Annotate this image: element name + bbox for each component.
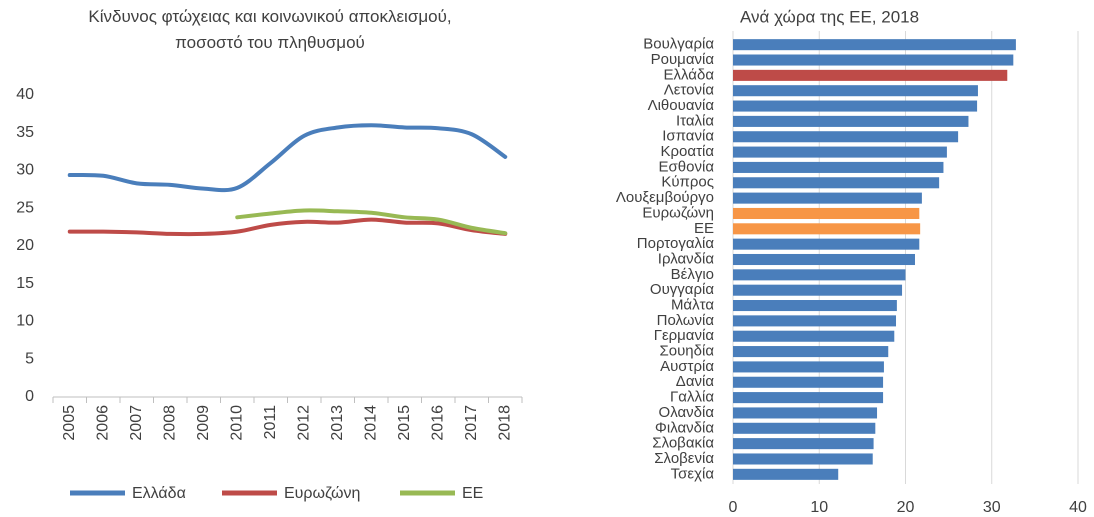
x-tick-label: 2015 bbox=[396, 405, 413, 441]
y-tick-label: Φιλανδία bbox=[655, 419, 714, 436]
bar bbox=[733, 207, 920, 219]
bar bbox=[733, 315, 897, 327]
y-tick-label: Γαλλία bbox=[670, 389, 714, 406]
y-tick-label: 20 bbox=[16, 237, 34, 254]
y-tick-label: Εσθονία bbox=[659, 158, 715, 175]
x-tick-label: 2017 bbox=[463, 405, 480, 441]
y-tick-label: 0 bbox=[25, 388, 34, 405]
y-tick-label: Μάλτα bbox=[671, 297, 714, 314]
bar bbox=[733, 177, 940, 189]
bar bbox=[733, 376, 884, 388]
y-tick-label: Σλοβακία bbox=[652, 435, 714, 452]
y-tick-label: Βουλγαρία bbox=[643, 36, 714, 53]
bar bbox=[733, 131, 959, 143]
bar bbox=[733, 100, 978, 112]
x-tick-label: 2012 bbox=[295, 405, 312, 441]
y-tick-label: Ιταλία bbox=[676, 112, 714, 129]
bar bbox=[733, 192, 922, 204]
bar bbox=[733, 39, 1016, 51]
y-tick-label: Γερμανία bbox=[654, 327, 715, 344]
legend-label: ΕΕ bbox=[462, 485, 483, 502]
bar bbox=[733, 269, 906, 281]
bar bbox=[733, 422, 876, 434]
y-tick-label: 5 bbox=[25, 350, 34, 367]
series-line bbox=[67, 217, 508, 237]
y-tick-label: 40 bbox=[16, 86, 34, 103]
y-tick-label: Ελλάδα bbox=[664, 66, 715, 83]
y-tick-label: 10 bbox=[16, 313, 34, 330]
legend-label: Ελλάδα bbox=[132, 485, 186, 502]
bar bbox=[733, 346, 889, 358]
x-tick-label: 40 bbox=[1069, 499, 1087, 516]
bar bbox=[733, 300, 897, 312]
chart-title: Κίνδυνος φτώχειας και κοινωνικού αποκλει… bbox=[88, 7, 452, 52]
bar bbox=[733, 69, 1008, 81]
y-tick-label: Λετονία bbox=[664, 82, 715, 99]
x-tick-label: 2005 bbox=[61, 405, 78, 441]
y-tick-label: Ιρλανδία bbox=[658, 250, 715, 267]
bar bbox=[733, 438, 874, 450]
y-tick-label: Αυστρία bbox=[660, 358, 714, 375]
x-tick-label: 10 bbox=[810, 499, 828, 516]
bar bbox=[733, 146, 947, 158]
legend-label: Ευρωζώνη bbox=[284, 485, 360, 502]
y-tick-label: Τσεχία bbox=[671, 465, 715, 482]
bar bbox=[733, 115, 969, 127]
y-tick-label: Ρουμανία bbox=[651, 51, 715, 68]
bar bbox=[733, 284, 903, 296]
x-tick-label: 2006 bbox=[94, 405, 111, 441]
x-tick-label: 2011 bbox=[262, 405, 279, 440]
y-tick-label: Ουγγαρία bbox=[650, 281, 714, 298]
bar bbox=[733, 468, 839, 480]
bar bbox=[733, 407, 878, 419]
bar bbox=[733, 253, 915, 266]
y-tick-label: Λιθουανία bbox=[648, 97, 715, 114]
x-tick-label: 2008 bbox=[161, 405, 178, 441]
y-tick-label: Σουηδία bbox=[659, 343, 714, 360]
y-tick-label: Κύπρος bbox=[661, 174, 714, 191]
bar bbox=[733, 453, 873, 465]
x-tick-label: 0 bbox=[729, 499, 738, 516]
y-tick-label: Ολανδία bbox=[659, 404, 715, 421]
bar bbox=[733, 238, 920, 250]
y-tick-label: ΕΕ bbox=[694, 220, 714, 237]
x-tick-label: 2014 bbox=[362, 405, 379, 441]
y-tick-label: 35 bbox=[16, 124, 34, 141]
bar bbox=[733, 223, 921, 235]
x-tick-label: 20 bbox=[897, 499, 915, 516]
y-tick-label: Πορτογαλία bbox=[637, 235, 715, 252]
x-tick-label: 2010 bbox=[228, 405, 245, 441]
series-line bbox=[67, 123, 508, 193]
y-tick-label: Δανία bbox=[676, 373, 715, 390]
y-tick-label: Ισπανία bbox=[662, 128, 714, 145]
x-tick-label: 2018 bbox=[496, 405, 513, 441]
y-tick-label: 25 bbox=[16, 199, 34, 216]
chart-title: Ανά χώρα της ΕΕ, 2018 bbox=[740, 7, 919, 26]
y-tick-label: 15 bbox=[16, 275, 34, 292]
y-tick-label: Πολωνία bbox=[657, 312, 715, 329]
x-tick-label: 2013 bbox=[329, 405, 346, 441]
bar bbox=[733, 85, 978, 97]
y-tick-label: Λουξεμβούργο bbox=[616, 189, 714, 206]
bar bbox=[733, 54, 1014, 66]
y-tick-label: Σλοβενία bbox=[654, 450, 714, 467]
x-tick-label: 2009 bbox=[195, 405, 212, 441]
y-tick-label: Κροατία bbox=[661, 143, 715, 160]
bar bbox=[733, 161, 944, 173]
y-tick-label: Βέλγιο bbox=[671, 266, 714, 283]
x-tick-label: 2007 bbox=[128, 405, 145, 441]
x-tick-label: 2016 bbox=[429, 405, 446, 441]
bar bbox=[733, 361, 884, 373]
series-line bbox=[235, 208, 508, 236]
bar bbox=[733, 330, 895, 342]
bar bbox=[733, 392, 884, 404]
y-tick-label: 30 bbox=[16, 162, 34, 179]
x-tick-label: 30 bbox=[983, 499, 1001, 516]
y-tick-label: Ευρωζώνη bbox=[642, 204, 714, 221]
